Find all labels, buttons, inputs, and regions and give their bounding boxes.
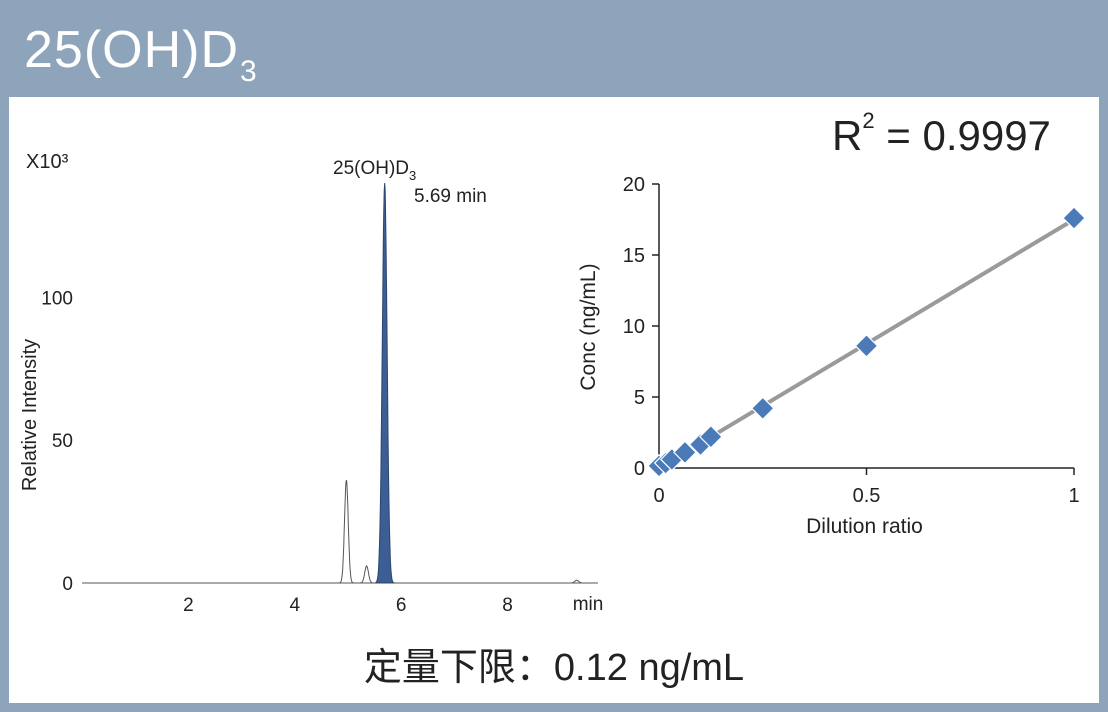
chromatogram-trace	[338, 182, 585, 584]
content-panel	[9, 97, 1099, 703]
cal-x-tick-label: 0.5	[853, 485, 881, 507]
chrom-x-tick-label: 8	[502, 595, 513, 616]
cal-y-axis-label: Conc (ng/mL)	[577, 263, 600, 390]
cal-data-point	[854, 334, 879, 358]
chrom-peak	[569, 579, 585, 584]
title-subscript: 3	[240, 55, 258, 88]
chrom-x-tick-label: 4	[289, 595, 300, 616]
cal-data-point	[750, 396, 775, 421]
figure-title: 25(OH)D3	[24, 14, 258, 88]
cal-y-tick-label: 0	[634, 458, 645, 480]
chrom-y-tick-label: 100	[41, 288, 73, 309]
r2-superscript: 2	[862, 108, 875, 133]
r-squared-label: R2 = 0.9997	[832, 108, 1051, 160]
chrom-x-tick-label: 6	[396, 595, 407, 616]
chrom-x-tick-label: 2	[183, 595, 194, 616]
cal-data-point	[1062, 206, 1086, 230]
cal-y-tick-label: 20	[623, 174, 645, 196]
cal-x-axis-label: Dilution ratio	[806, 515, 923, 538]
r2-letter: R	[832, 112, 863, 159]
peak-retention-label: 5.69 min	[414, 186, 487, 207]
cal-x-tick-label: 1	[1068, 485, 1079, 507]
title-main: 25(OH)D	[24, 21, 240, 79]
cal-data-point	[699, 424, 723, 449]
chrom-y-multiplier: X10³	[26, 151, 69, 173]
r2-value: = 0.9997	[874, 112, 1051, 159]
chrom-peak-filled	[374, 182, 395, 584]
quantitation-limit-caption: 定量下限：0.12 ng/mL	[363, 647, 745, 689]
chrom-y-tick-label: 0	[62, 574, 73, 595]
cal-data-point	[673, 440, 697, 465]
chrom-x-axis-label: min	[573, 594, 604, 615]
chromatogram-axes: 2 4 6 8 min 0 50 100 X10³ Relative Intensity 25(OH…	[19, 151, 603, 616]
calibration-axes: 0 5 10 15 20 0 0.5 1 Dilution ratio Conc (ng/mL)	[577, 174, 1080, 538]
chrom-y-axis-label: Relative Intensity	[19, 339, 41, 491]
chrom-y-tick-label: 50	[52, 431, 73, 452]
cal-y-tick-label: 10	[623, 316, 645, 338]
cal-y-tick-label: 15	[623, 245, 645, 267]
cal-y-tick-label: 5	[634, 387, 645, 409]
cal-x-tick-label: 0	[653, 485, 664, 507]
peak-compound-label: 25(OH)D3	[333, 158, 416, 183]
chrom-peak	[359, 565, 374, 584]
calibration-marks	[647, 206, 1086, 478]
chrom-peak	[338, 480, 354, 584]
